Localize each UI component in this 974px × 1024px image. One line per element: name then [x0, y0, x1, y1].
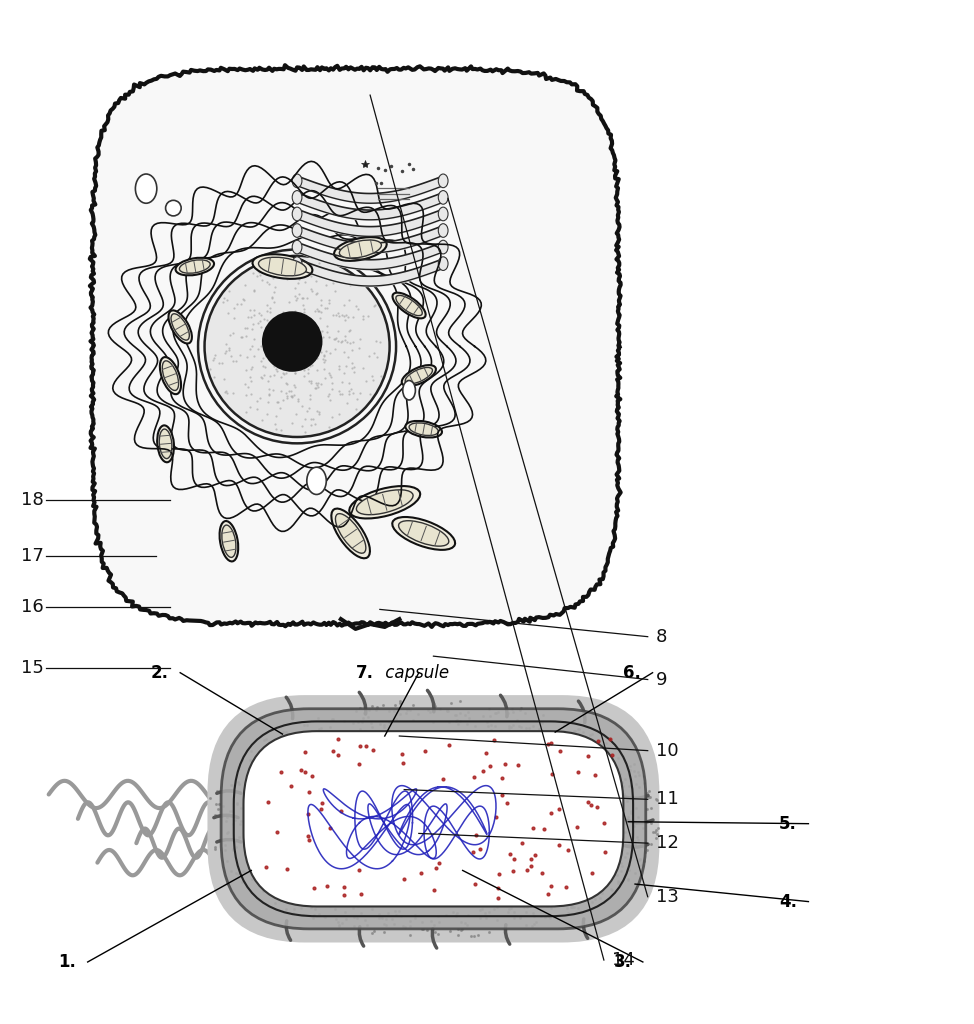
Ellipse shape — [350, 486, 420, 518]
Ellipse shape — [160, 357, 181, 394]
Ellipse shape — [398, 521, 449, 546]
Ellipse shape — [135, 174, 157, 203]
Text: 15: 15 — [21, 658, 44, 677]
Ellipse shape — [339, 240, 382, 258]
Ellipse shape — [157, 425, 174, 462]
Ellipse shape — [163, 360, 178, 390]
Ellipse shape — [252, 254, 313, 279]
Ellipse shape — [292, 190, 302, 204]
Ellipse shape — [395, 295, 423, 315]
Text: capsule: capsule — [380, 664, 449, 682]
Text: 4.: 4. — [779, 893, 797, 910]
Ellipse shape — [438, 257, 448, 270]
Ellipse shape — [263, 312, 321, 371]
FancyBboxPatch shape — [221, 709, 646, 929]
Ellipse shape — [438, 190, 448, 204]
Ellipse shape — [219, 521, 239, 561]
Polygon shape — [90, 66, 620, 627]
Text: 8: 8 — [656, 628, 667, 646]
Ellipse shape — [222, 525, 236, 557]
Text: 11: 11 — [656, 791, 678, 808]
Text: 17: 17 — [21, 547, 44, 565]
Ellipse shape — [292, 223, 302, 238]
Ellipse shape — [166, 201, 181, 216]
Ellipse shape — [403, 381, 415, 400]
Ellipse shape — [438, 223, 448, 238]
Ellipse shape — [292, 174, 302, 187]
Ellipse shape — [393, 517, 455, 550]
Text: 6.: 6. — [623, 664, 641, 682]
Text: 12: 12 — [656, 835, 678, 852]
Ellipse shape — [292, 207, 302, 221]
Ellipse shape — [171, 313, 189, 340]
Ellipse shape — [160, 429, 171, 459]
Ellipse shape — [179, 260, 210, 273]
FancyBboxPatch shape — [244, 731, 623, 906]
Text: 9: 9 — [656, 671, 667, 688]
Ellipse shape — [405, 421, 442, 437]
Text: 2.: 2. — [151, 664, 169, 682]
Ellipse shape — [335, 514, 366, 553]
Ellipse shape — [258, 257, 307, 275]
Ellipse shape — [292, 257, 302, 270]
Ellipse shape — [205, 256, 390, 437]
Ellipse shape — [169, 310, 192, 343]
Ellipse shape — [356, 489, 413, 515]
Ellipse shape — [292, 241, 302, 254]
FancyBboxPatch shape — [207, 695, 659, 942]
Ellipse shape — [331, 509, 370, 558]
Text: 14: 14 — [612, 951, 634, 969]
Text: 1.: 1. — [58, 953, 76, 971]
Ellipse shape — [438, 241, 448, 254]
Text: 16: 16 — [21, 598, 44, 616]
Ellipse shape — [405, 368, 432, 384]
Text: 7.: 7. — [356, 664, 373, 682]
Text: 5.: 5. — [779, 815, 797, 833]
Text: 10: 10 — [656, 741, 678, 760]
Text: 13: 13 — [656, 888, 678, 906]
Ellipse shape — [438, 174, 448, 187]
Text: 3.: 3. — [614, 953, 631, 971]
Text: 18: 18 — [21, 492, 44, 509]
Ellipse shape — [401, 366, 436, 386]
Ellipse shape — [409, 423, 438, 435]
Ellipse shape — [438, 207, 448, 221]
Ellipse shape — [175, 258, 214, 275]
Ellipse shape — [334, 238, 387, 261]
Ellipse shape — [307, 467, 326, 495]
Ellipse shape — [393, 293, 426, 318]
